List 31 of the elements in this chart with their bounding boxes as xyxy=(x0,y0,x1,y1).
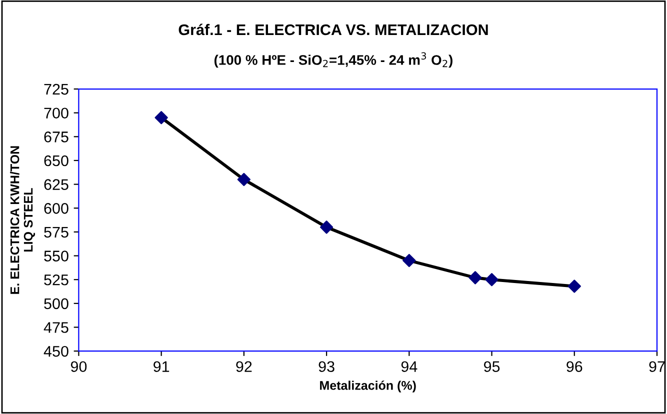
y-tick-label: 700 xyxy=(44,108,68,119)
y-tick-label: 650 xyxy=(44,155,68,166)
point xyxy=(154,111,168,124)
y-tick-label: 475 xyxy=(44,322,68,333)
x-tick-label: 91 xyxy=(154,361,170,372)
y-tick-label: 625 xyxy=(44,179,68,190)
y-tick-label: 675 xyxy=(44,132,68,142)
point xyxy=(468,271,482,284)
chart-subtitle: (100 % HºE - SiO$_{2}$=1,45% - 24 m$^{3}$ O$_{2}$) xyxy=(214,52,452,68)
x-tick-label: 93 xyxy=(318,361,334,372)
x-tick-label: 97 xyxy=(649,361,665,372)
y-axis-title: E. ELECTRICA KWH/TON LIQ STEEL xyxy=(10,146,36,294)
point xyxy=(237,172,251,186)
y-tick-label: 600 xyxy=(44,202,68,214)
y-tick-label: 575 xyxy=(44,226,68,238)
x-tick-label: 94 xyxy=(401,361,418,372)
x-tick-label: 90 xyxy=(70,361,87,372)
y-tick-label: 500 xyxy=(44,298,68,310)
y-tick-label: 450 xyxy=(44,346,68,357)
x-tick-label: 92 xyxy=(236,361,252,372)
point xyxy=(320,220,334,234)
y-tick-label: 525 xyxy=(44,274,68,286)
point xyxy=(568,280,581,293)
x-tick-label: 95 xyxy=(484,361,500,372)
x-axis-title: Metalización (%) xyxy=(320,380,416,392)
y-tick-label: 550 xyxy=(44,250,68,262)
chart-title: Gráf.1 - E. ELECTRICA VS. METALIZACION xyxy=(178,24,488,36)
y-tick-label: 725 xyxy=(44,84,68,95)
x-tick-label: 96 xyxy=(566,361,582,372)
point xyxy=(402,254,416,268)
point xyxy=(485,273,498,286)
